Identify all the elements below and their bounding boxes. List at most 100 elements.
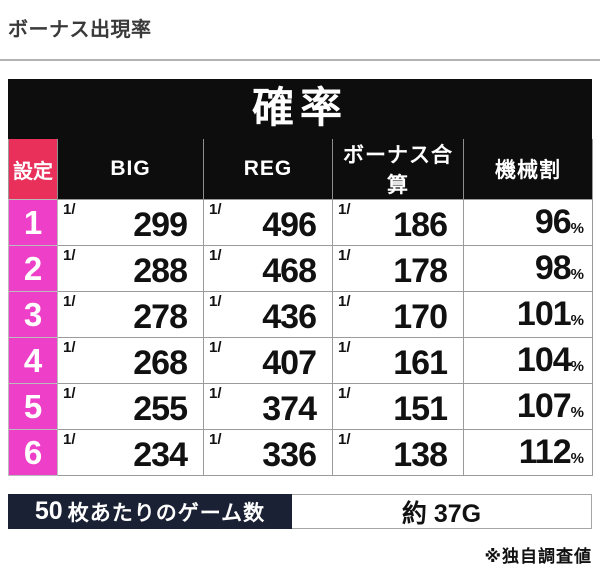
fraction-prefix: 1/ [63, 201, 76, 218]
payout-value: 107 [516, 387, 572, 425]
column-header-setting: 設定 [8, 139, 58, 200]
setting-cell: 5 [8, 383, 58, 430]
fraction-prefix: 1/ [338, 293, 351, 310]
big-value: 288 [133, 251, 188, 290]
reg-value: 407 [262, 343, 317, 382]
fraction-prefix: 1/ [209, 431, 222, 448]
reg-cell: 1/496 [203, 199, 333, 246]
combined-value: 151 [393, 389, 448, 428]
table-row: 3 1/278 1/436 1/170 101% [8, 291, 593, 338]
column-header-payout: 機械割 [463, 139, 593, 200]
combined-value: 170 [393, 297, 448, 336]
reg-value: 468 [262, 251, 317, 290]
reg-cell: 1/336 [203, 429, 333, 476]
reg-value: 374 [262, 389, 317, 428]
combined-cell: 1/170 [332, 291, 464, 338]
combined-cell: 1/178 [332, 245, 464, 292]
setting-cell: 6 [8, 429, 58, 476]
combined-cell: 1/138 [332, 429, 464, 476]
fraction-prefix: 1/ [63, 339, 76, 356]
reg-cell: 1/407 [203, 337, 333, 384]
percent-suffix: % [570, 266, 584, 283]
payout-value: 98 [534, 249, 572, 287]
payout-cell: 112% [463, 429, 593, 476]
payout-cell: 107% [463, 383, 593, 430]
percent-suffix: % [570, 220, 584, 237]
setting-cell: 4 [8, 337, 58, 384]
combined-cell: 1/151 [332, 383, 464, 430]
payout-value: 96 [534, 203, 572, 241]
big-value: 278 [133, 297, 188, 336]
fraction-prefix: 1/ [338, 339, 351, 356]
combined-value: 161 [393, 343, 448, 382]
fraction-prefix: 1/ [63, 293, 76, 310]
table-row: 5 1/255 1/374 1/151 107% [8, 383, 593, 430]
fraction-prefix: 1/ [63, 431, 76, 448]
big-cell: 1/278 [57, 291, 204, 338]
combined-cell: 1/186 [332, 199, 464, 246]
fraction-prefix: 1/ [338, 431, 351, 448]
reg-cell: 1/468 [203, 245, 333, 292]
fraction-prefix: 1/ [338, 385, 351, 402]
reg-value: 336 [262, 435, 317, 474]
big-cell: 1/288 [57, 245, 204, 292]
big-cell: 1/234 [57, 429, 204, 476]
fraction-prefix: 1/ [209, 247, 222, 264]
big-cell: 1/268 [57, 337, 204, 384]
payout-cell: 104% [463, 337, 593, 384]
percent-suffix: % [570, 450, 584, 467]
setting-cell: 1 [8, 199, 58, 246]
combined-value: 186 [393, 205, 448, 244]
payout-value: 101 [516, 295, 572, 333]
reg-value: 436 [262, 297, 317, 336]
payout-cell: 101% [463, 291, 593, 338]
big-value: 299 [133, 205, 188, 244]
probability-table: 設定 BIG REG ボーナス合算 機械割 1 1/299 1/496 1/18… [8, 139, 593, 476]
big-value: 234 [133, 435, 188, 474]
table-row: 6 1/234 1/336 1/138 112% [8, 429, 593, 476]
payout-value: 104 [516, 341, 572, 379]
combined-cell: 1/161 [332, 337, 464, 384]
reg-cell: 1/374 [203, 383, 333, 430]
coin-count: 50 [34, 497, 63, 525]
payout-value: 112 [518, 433, 572, 471]
games-per-50-coins-label: 50 枚あたりのゲーム数 [8, 494, 292, 529]
column-header-big: BIG [57, 139, 204, 200]
setting-cell: 3 [8, 291, 58, 338]
games-per-50-coins-value: 約 37G [292, 494, 592, 529]
percent-suffix: % [570, 358, 584, 375]
big-value: 268 [133, 343, 188, 382]
fraction-prefix: 1/ [209, 201, 222, 218]
fraction-prefix: 1/ [63, 247, 76, 264]
table-row: 4 1/268 1/407 1/161 104% [8, 337, 593, 384]
fraction-prefix: 1/ [338, 201, 351, 218]
reg-value: 496 [262, 205, 317, 244]
percent-suffix: % [570, 404, 584, 421]
big-cell: 1/255 [57, 383, 204, 430]
page: ボーナス出現率 確率 設定 BIG REG ボーナス合算 機械割 1 1/299 [0, 19, 600, 566]
table-header-row: 設定 BIG REG ボーナス合算 機械割 [8, 139, 593, 200]
table-row: 2 1/288 1/468 1/178 98% [8, 245, 593, 292]
fraction-prefix: 1/ [209, 385, 222, 402]
payout-cell: 98% [463, 245, 593, 292]
reg-cell: 1/436 [203, 291, 333, 338]
big-value: 255 [133, 389, 188, 428]
column-header-combined: ボーナス合算 [332, 139, 464, 200]
combined-value: 138 [393, 435, 448, 474]
title-divider [0, 59, 600, 61]
setting-cell: 2 [8, 245, 58, 292]
payout-cell: 96% [463, 199, 593, 246]
table-row: 1 1/299 1/496 1/186 96% [8, 199, 593, 246]
coin-label-text: 枚あたりのゲーム数 [67, 501, 266, 525]
percent-suffix: % [570, 312, 584, 329]
combined-value: 178 [393, 251, 448, 290]
fraction-prefix: 1/ [209, 293, 222, 310]
footnote: ※独自調査値 [484, 547, 592, 566]
fraction-prefix: 1/ [209, 339, 222, 356]
fraction-prefix: 1/ [338, 247, 351, 264]
column-header-reg: REG [203, 139, 333, 200]
page-title: ボーナス出現率 [8, 19, 152, 41]
big-cell: 1/299 [57, 199, 204, 246]
probability-table-section: 確率 設定 BIG REG ボーナス合算 機械割 1 1/299 1/496 [8, 79, 593, 476]
fraction-prefix: 1/ [63, 385, 76, 402]
